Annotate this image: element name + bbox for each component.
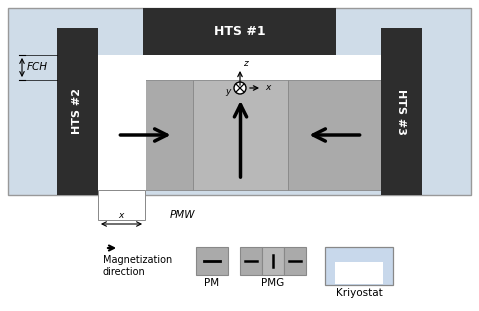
Text: y: y xyxy=(226,86,231,95)
Circle shape xyxy=(234,82,246,94)
Bar xyxy=(325,247,393,285)
Text: HTS #1: HTS #1 xyxy=(214,25,265,38)
Bar xyxy=(98,80,193,190)
Bar xyxy=(98,55,381,80)
Text: PMG: PMG xyxy=(262,278,285,288)
Bar xyxy=(98,80,146,195)
Bar xyxy=(335,262,383,284)
Bar xyxy=(288,80,381,190)
Text: HTS #3: HTS #3 xyxy=(397,89,407,134)
Bar xyxy=(57,28,98,195)
Text: x: x xyxy=(118,211,124,220)
Text: FCH: FCH xyxy=(27,63,48,72)
Text: PMW: PMW xyxy=(170,210,195,220)
Bar xyxy=(262,247,284,275)
Text: x: x xyxy=(265,83,270,92)
Bar xyxy=(284,247,306,275)
Bar xyxy=(381,28,422,195)
Bar xyxy=(8,8,471,195)
Bar xyxy=(193,80,288,190)
Text: PM: PM xyxy=(205,278,219,288)
Bar xyxy=(240,247,262,275)
Text: HTS #2: HTS #2 xyxy=(72,89,82,134)
Text: z: z xyxy=(243,59,248,68)
Bar xyxy=(143,8,336,55)
Bar xyxy=(196,247,228,275)
Bar xyxy=(98,190,145,220)
Text: Magnetization
direction: Magnetization direction xyxy=(103,255,172,276)
Text: Kriyostat: Kriyostat xyxy=(336,288,382,298)
